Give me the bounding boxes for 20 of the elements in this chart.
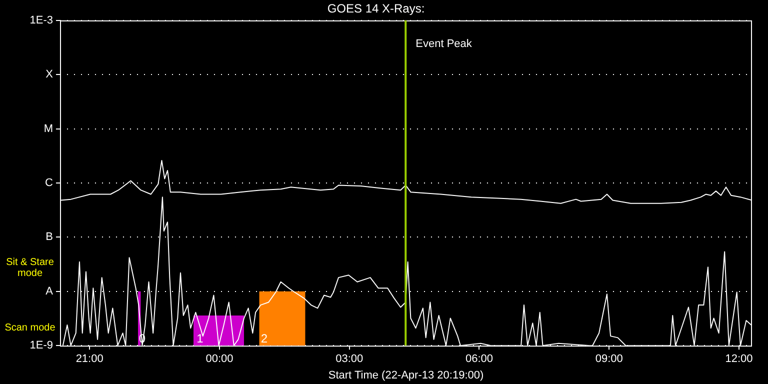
x-tick-label: 06:00 bbox=[465, 353, 494, 366]
x-tick-label: 12:00 bbox=[725, 353, 753, 366]
x-axis-title: Start Time (22-Apr-13 20:19:00) bbox=[328, 369, 484, 382]
x-tick-label: 21:00 bbox=[76, 353, 104, 366]
y-tick-label: 1E-9 bbox=[30, 340, 53, 352]
chart-title: GOES 14 X-Rays: bbox=[327, 2, 425, 16]
annotation: 2 bbox=[260, 332, 268, 346]
x-tick-label: 09:00 bbox=[595, 353, 623, 366]
ref-line-label: Event Peak bbox=[416, 38, 472, 50]
text: Sit & Stare mode bbox=[6, 256, 54, 279]
x-tick-label: 03:00 bbox=[336, 353, 364, 366]
y-tick-label: B bbox=[46, 231, 53, 244]
annotation: 1 bbox=[196, 332, 204, 346]
y-tick-label: M bbox=[44, 122, 53, 135]
y-tick-label: X bbox=[46, 68, 54, 81]
y-tick-label: C bbox=[45, 177, 54, 190]
y-tick-label: 1E-3 bbox=[30, 14, 53, 26]
text: Scan mode bbox=[4, 322, 56, 334]
x-tick-label: 00:00 bbox=[206, 353, 234, 366]
y-tick-label: A bbox=[46, 285, 54, 298]
